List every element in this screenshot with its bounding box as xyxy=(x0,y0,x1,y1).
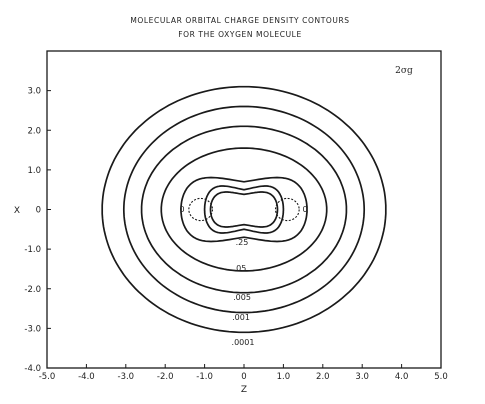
x-tick-label: -2.0 xyxy=(157,372,174,382)
x-tick-label: -4.0 xyxy=(78,372,95,382)
y-tick-label: 3.0 xyxy=(27,87,41,97)
contour-level-.25 xyxy=(209,191,279,228)
contour-node-1 xyxy=(274,197,300,222)
contour-node-0 xyxy=(188,197,214,222)
contour-label-0.0001: .0001 xyxy=(232,338,255,347)
x-tick-label: 2.0 xyxy=(316,372,330,382)
contour-group xyxy=(101,85,387,334)
axis-ticks: -5.0 -4.0 -3.0 -2.0 -1.0 0 1.0 2.0 3.0 4.0 5.03.02… xyxy=(24,87,447,382)
contour-label-0.25: .25 xyxy=(236,238,249,247)
contour-label-0.001: .001 xyxy=(232,313,250,322)
x-tick-label: 3.0 xyxy=(355,372,369,382)
y-tick-label: 0 xyxy=(36,206,41,216)
contour-level-.001 xyxy=(122,105,366,314)
node-label-right: 0 xyxy=(302,205,307,214)
contour-level-.005 xyxy=(140,125,348,294)
x-tick-label: 1.0 xyxy=(277,372,291,382)
x-tick-label: 0 xyxy=(241,372,246,382)
contour-label-0.05: .05 xyxy=(234,264,247,273)
contour-level-unlabeled-2 xyxy=(203,185,285,234)
x-tick-label: -3.0 xyxy=(118,372,135,382)
x-tick-label: -1.0 xyxy=(196,372,213,382)
y-tick-label: -4.0 xyxy=(24,364,41,374)
contour-level-.0001 xyxy=(101,85,387,334)
contour-level-.05 xyxy=(180,176,308,243)
x-tick-label: 5.0 xyxy=(434,372,448,382)
y-tick-label: 2.0 xyxy=(27,126,41,136)
node-label-left: 0 xyxy=(179,205,184,214)
x-tick-label: -5.0 xyxy=(39,372,56,382)
y-tick-label: -2.0 xyxy=(24,285,41,295)
y-tick-label: -3.0 xyxy=(24,324,41,334)
chart-title-line-1: MOLECULAR ORBITAL CHARGE DENSITY CONTOUR… xyxy=(130,16,349,25)
y-axis-label: X xyxy=(14,206,20,216)
y-tick-label: -1.0 xyxy=(24,245,41,255)
contour-label-0.005: .005 xyxy=(233,293,251,302)
x-axis-label: Z xyxy=(241,385,247,395)
contour-level-unlabeled-4 xyxy=(160,147,328,272)
orbital-label: 2σg xyxy=(395,66,413,76)
x-tick-label: 4.0 xyxy=(395,372,409,382)
chart-title-line-2: FOR THE OXYGEN MOLECULE xyxy=(178,30,302,39)
y-tick-label: 1.0 xyxy=(27,166,41,176)
